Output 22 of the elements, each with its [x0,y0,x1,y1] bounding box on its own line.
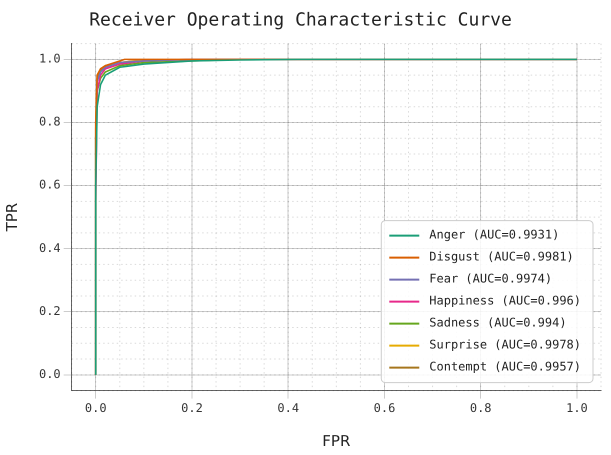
x-tick-label: 0.8 [470,400,492,415]
y-tick-label: 0.2 [38,304,61,318]
x-tick-label: 0.0 [84,400,107,415]
y-tick-label: 0.8 [38,114,61,129]
y-tick-label: 0.0 [38,366,61,381]
legend-label: Disgust (AUC=0.9981) [429,250,574,264]
legend-label: Fear (AUC=0.9974) [429,272,552,286]
x-axis-title: FPR [322,432,350,450]
legend-label: Anger (AUC=0.9931) [429,228,560,242]
x-tick-label: 0.4 [277,400,300,415]
chart-title: Receiver Operating Characteristic Curve [89,9,512,30]
legend-label: Surprise (AUC=0.9978) [429,338,581,352]
x-tick-label: 0.6 [374,400,396,415]
x-tick-label: 1.0 [566,400,588,415]
y-tick-label: 1.0 [38,52,61,66]
y-tick-label: 0.4 [38,240,61,255]
y-axis-title: TPR [2,202,21,232]
legend-label: Contempt (AUC=0.9957) [429,360,581,374]
y-tick-label: 0.6 [38,178,61,192]
legend-label: Happiness (AUC=0.996) [429,294,581,308]
x-tick-label: 0.2 [181,400,203,415]
legend-label: Sadness (AUC=0.994) [429,316,567,330]
